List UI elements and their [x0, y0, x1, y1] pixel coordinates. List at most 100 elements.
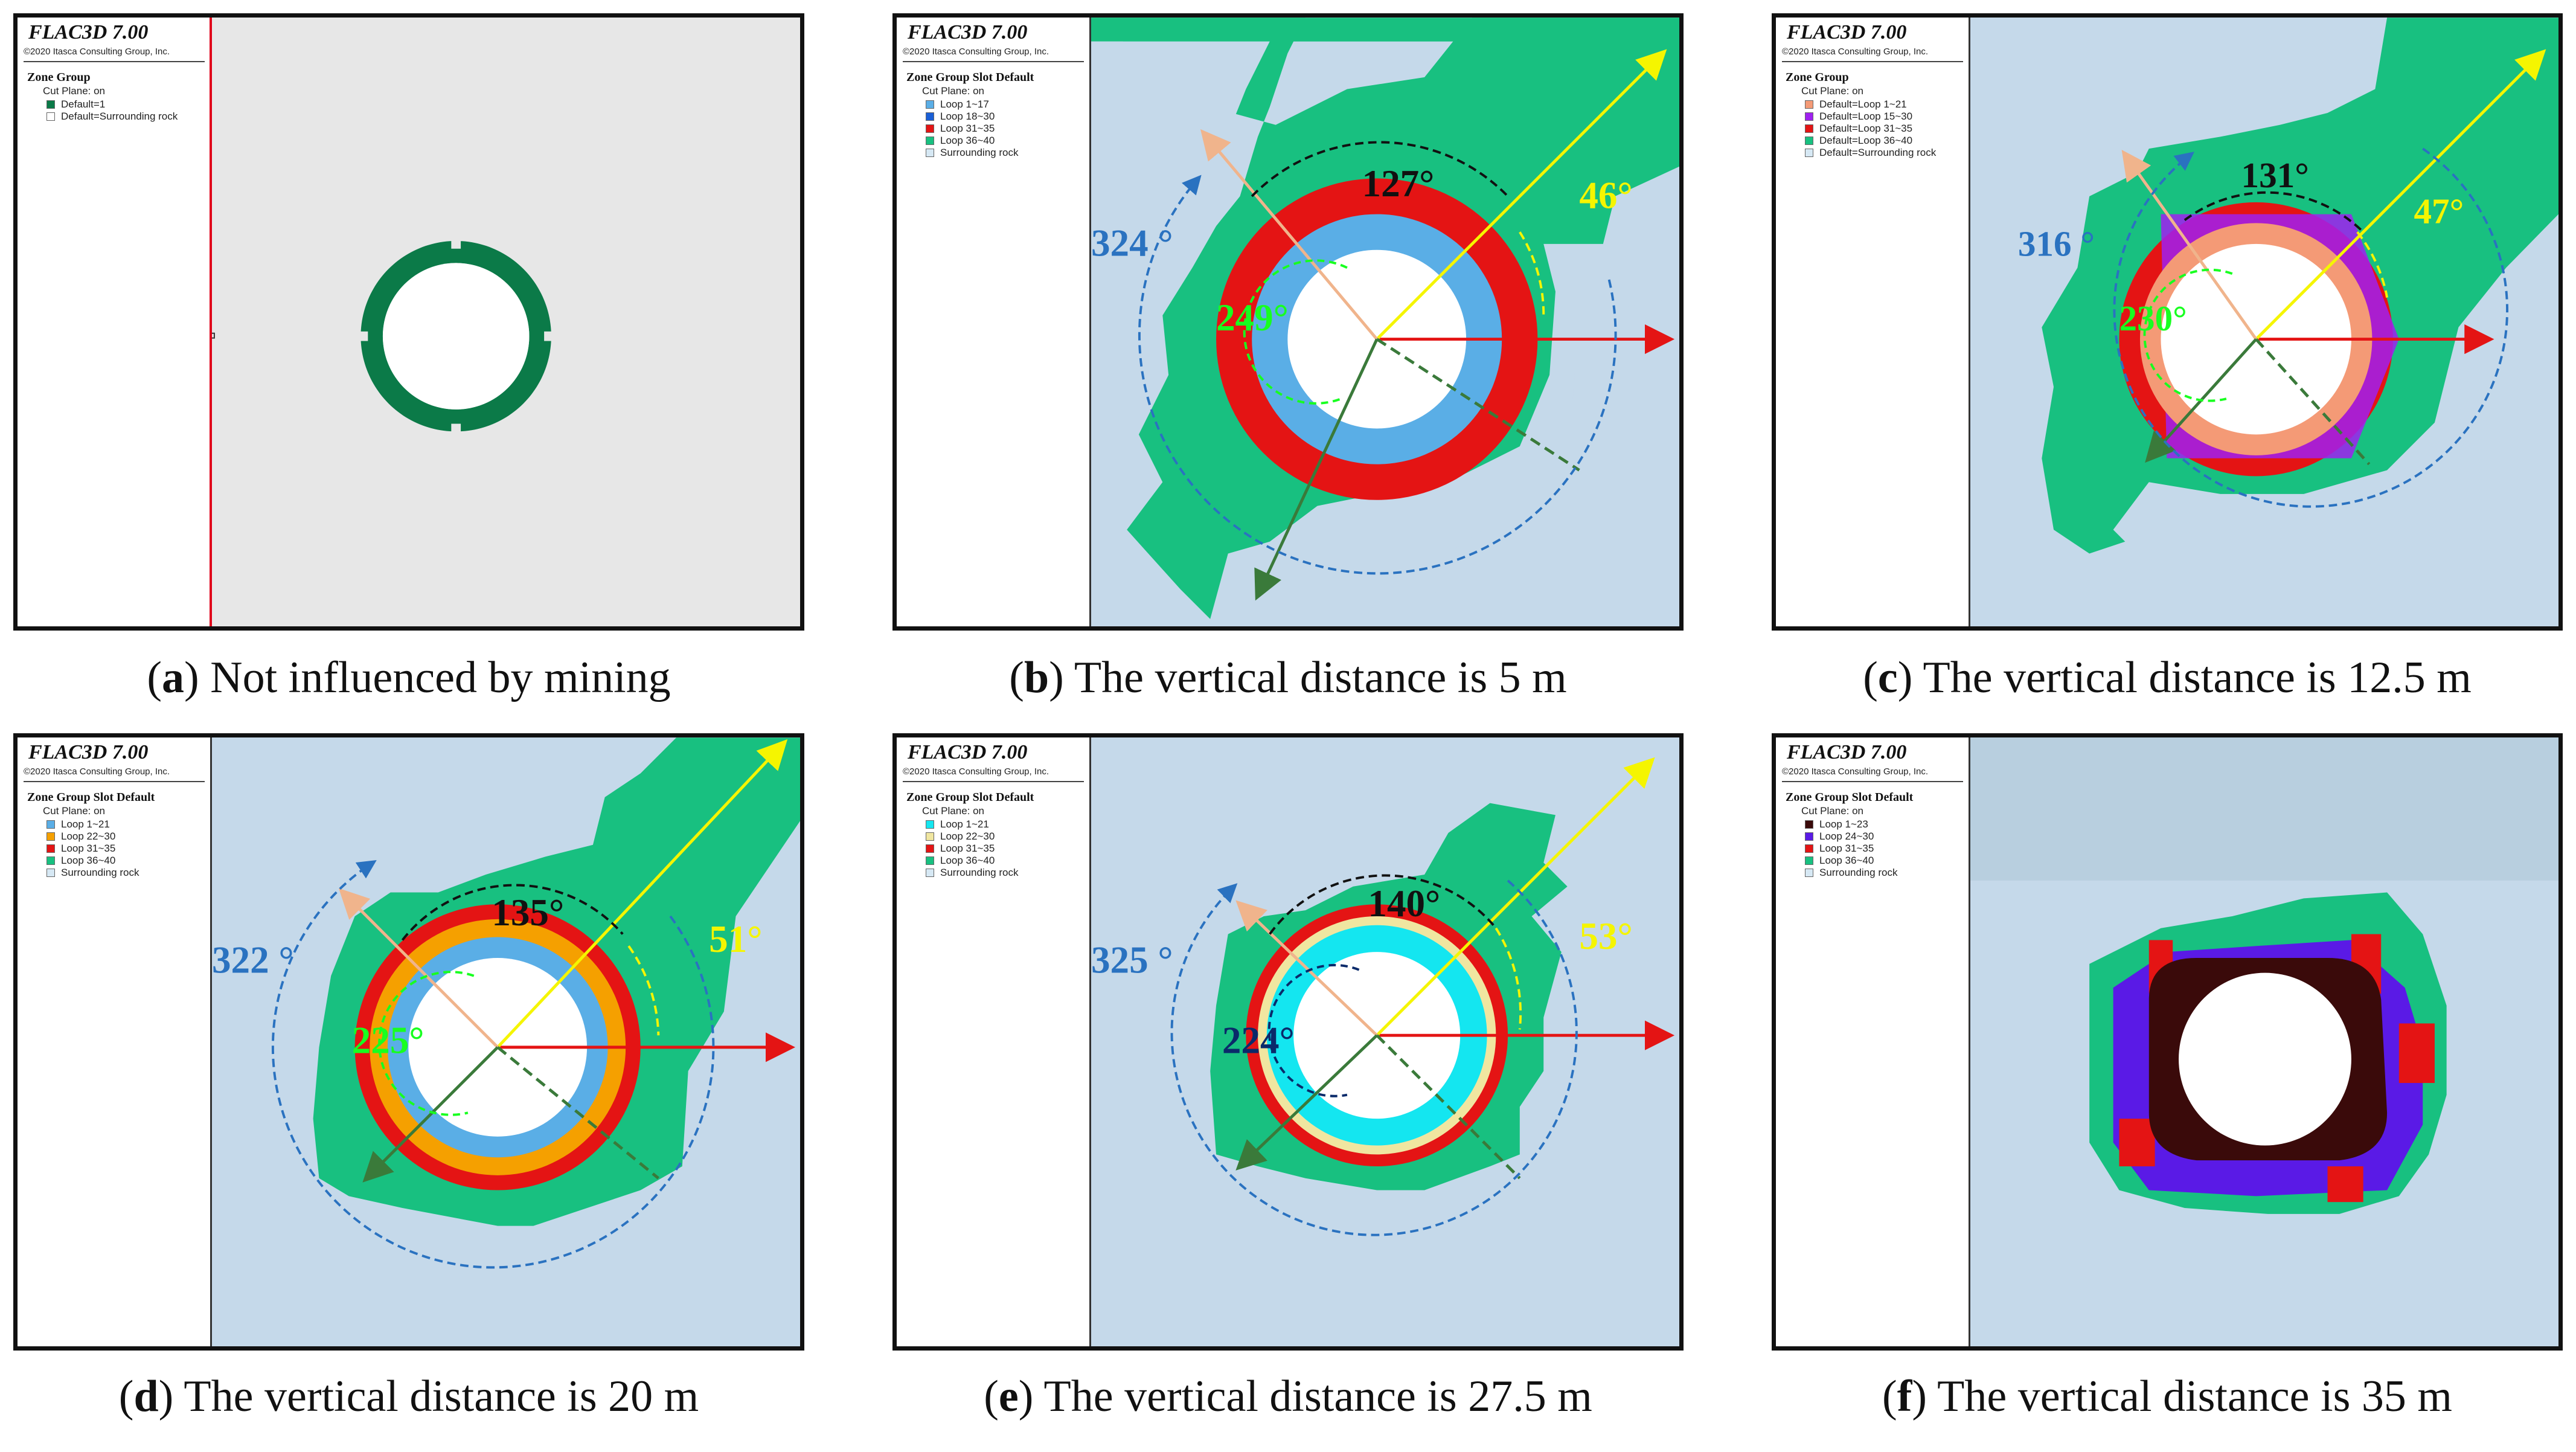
legend-label: Default=Surrounding rock	[1819, 147, 1937, 158]
legend-swatch	[926, 100, 934, 109]
legend-divider	[24, 61, 205, 62]
angle-arrows	[1170, 757, 1675, 1236]
angle-label-top: 131°	[2241, 155, 2309, 195]
legend-swatch	[1805, 124, 1813, 133]
legend-title: Zone Group Slot Default	[906, 71, 1034, 84]
legend-item: Loop 24~30	[1805, 830, 1897, 843]
upper-stratum	[1970, 737, 2558, 881]
legend-label: Default=Loop 36~40	[1819, 135, 1913, 146]
angle-label-left: 324 °	[1091, 222, 1173, 265]
legend-label: Surrounding rock	[1819, 867, 1898, 878]
legend-label: Surrounding rock	[940, 147, 1019, 158]
model-view	[212, 237, 556, 436]
angle-label-left: 322 °	[212, 939, 294, 981]
legend-area: FLAC3D 7.00 ©2020 Itasca Consulting Grou…	[1776, 18, 1970, 626]
legend-swatch	[926, 856, 934, 865]
angle-label-inner: 249°	[1216, 297, 1289, 339]
legend-swatch	[1805, 137, 1813, 145]
angle-label-right: 51°	[709, 918, 762, 960]
angle-label-right: 47°	[2414, 191, 2464, 231]
legend-label: Loop 36~40	[940, 135, 995, 146]
legend-label: Loop 36~40	[1819, 855, 1874, 866]
legend-swatch	[926, 844, 934, 853]
legend-swatch	[1805, 844, 1813, 853]
software-copyright: ©2020 Itasca Consulting Group, Inc.	[903, 766, 1049, 777]
legend-item: Loop 31~35	[926, 123, 1018, 135]
legend-items: Default=Loop 1~21 Default=Loop 15~30 Def…	[1805, 98, 1936, 159]
plot-area: 135° 322 ° 51° 225°	[212, 737, 800, 1346]
legend-divider	[903, 61, 1084, 62]
legend-item: Loop 31~35	[1805, 843, 1897, 855]
panel-e: FLAC3D 7.00 ©2020 Itasca Consulting Grou…	[892, 733, 1684, 1351]
caption-e: (e) The vertical distance is 27.5 m	[984, 1372, 1592, 1421]
software-title: FLAC3D 7.00	[1787, 21, 1907, 43]
plot-area: 131° 316 ° 47° 230°	[1970, 18, 2558, 626]
caption-d: (d) The vertical distance is 20 m	[118, 1372, 699, 1421]
legend-cut-plane: Cut Plane: on	[43, 85, 106, 97]
angle-arrows	[2113, 49, 2546, 508]
software-copyright: ©2020 Itasca Consulting Group, Inc.	[1782, 47, 1929, 57]
legend-swatch	[46, 832, 55, 841]
legend-area: FLAC3D 7.00 ©2020 Itasca Consulting Grou…	[897, 737, 1091, 1346]
caption-b: (b) The vertical distance is 5 m	[1009, 653, 1567, 702]
software-copyright: ©2020 Itasca Consulting Group, Inc.	[903, 47, 1049, 57]
software-copyright: ©2020 Itasca Consulting Group, Inc.	[24, 766, 170, 777]
legend-label: Default=Surrounding rock	[61, 111, 178, 122]
angle-label-right: 53°	[1579, 915, 1632, 957]
legend-items: Loop 1~23 Loop 24~30 Loop 31~35 Loop 36~…	[1805, 818, 1897, 879]
legend-item: Loop 22~30	[926, 830, 1018, 843]
legend-label: Default=Loop 1~21	[1819, 98, 1907, 110]
plot-area	[1970, 737, 2558, 1346]
software-copyright: ©2020 Itasca Consulting Group, Inc.	[24, 47, 170, 57]
legend-label: Default=Loop 31~35	[1819, 123, 1913, 134]
legend-swatch	[1805, 856, 1813, 865]
legend-swatch	[1805, 149, 1813, 157]
angle-label-top: 127°	[1362, 162, 1435, 205]
software-title: FLAC3D 7.00	[28, 21, 149, 43]
legend-swatch	[926, 137, 934, 145]
surrounding-rock	[1091, 41, 1679, 626]
model-view: 131° 316 ° 47° 230°	[2018, 18, 2558, 554]
legend-area: FLAC3D 7.00 ©2020 Itasca Consulting Grou…	[1776, 737, 1970, 1346]
legend-area: FLAC3D 7.00 ©2020 Itasca Consulting Grou…	[18, 737, 212, 1346]
legend-swatch	[46, 820, 55, 829]
legend-item: Loop 36~40	[1805, 855, 1897, 867]
caption-c: (c) The vertical distance is 12.5 m	[1863, 653, 2472, 702]
angle-label-top: 140°	[1368, 882, 1440, 925]
legend-item: Loop 36~40	[926, 135, 1018, 147]
software-copyright: ©2020 Itasca Consulting Group, Inc.	[1782, 766, 1929, 777]
legend-label: Loop 1~23	[1819, 818, 1868, 830]
legend-title: Zone Group Slot Default	[27, 791, 155, 804]
panel-a: FLAC3D 7.00 ©2020 Itasca Consulting Grou…	[13, 13, 804, 631]
legend-cut-plane: Cut Plane: on	[1801, 85, 1864, 97]
angle-label-left: 325 °	[1091, 939, 1173, 981]
legend-item: Surrounding rock	[926, 147, 1018, 159]
legend-item: Default=Loop 1~21	[1805, 98, 1936, 111]
software-title: FLAC3D 7.00	[28, 741, 149, 763]
legend-label: Loop 31~35	[61, 843, 116, 854]
legend-label: Surrounding rock	[61, 867, 139, 878]
legend-swatch	[46, 100, 55, 109]
legend-item: Surrounding rock	[1805, 867, 1897, 879]
tunnel-zones	[2113, 934, 2435, 1203]
plot-area: 127° 324 ° 46° 249°	[1091, 18, 1679, 626]
legend-item: Loop 1~23	[1805, 818, 1897, 830]
angle-label-left: 316 °	[2018, 224, 2095, 264]
legend-label: Loop 1~21	[940, 818, 989, 830]
legend-item: Surrounding rock	[46, 867, 139, 879]
legend-item: Loop 18~30	[926, 111, 1018, 123]
legend-label: Loop 36~40	[61, 855, 116, 866]
legend-label: Loop 36~40	[940, 855, 995, 866]
angle-label-inner: 230°	[2119, 298, 2187, 338]
legend-cut-plane: Cut Plane: on	[1801, 805, 1864, 817]
angle-label-top: 135°	[492, 891, 564, 934]
legend-swatch	[926, 869, 934, 877]
model-view: 135° 322 ° 51° 225°	[212, 737, 800, 1269]
legend-swatch	[926, 149, 934, 157]
model-view	[1970, 737, 2558, 1214]
software-title: FLAC3D 7.00	[908, 741, 1028, 763]
model-view: 127° 324 ° 46° 249°	[1091, 18, 1679, 626]
legend-divider	[1782, 61, 1963, 62]
legend-swatch	[1805, 112, 1813, 121]
legend-items: Loop 1~21 Loop 22~30 Loop 31~35 Loop 36~…	[46, 818, 139, 879]
